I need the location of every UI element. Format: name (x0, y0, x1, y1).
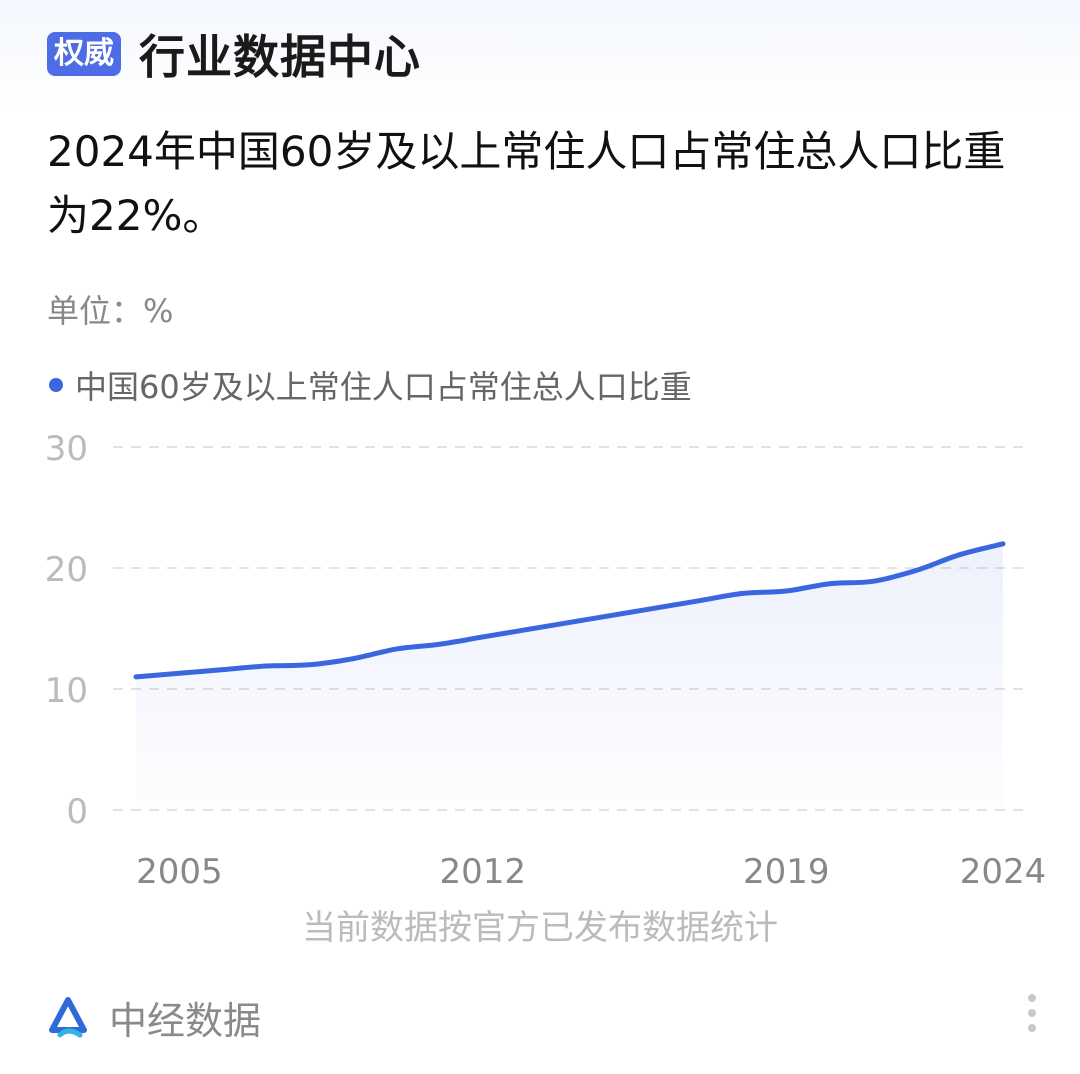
data-point-2021 (870, 578, 876, 584)
x-tick-label: 2005 (136, 852, 223, 892)
data-point-2015 (610, 612, 616, 618)
data-point-2020 (827, 581, 833, 587)
legend-dot-icon (49, 378, 63, 392)
y-tick-label: 10 (45, 671, 88, 711)
zhongjing-logo-icon (49, 996, 87, 1037)
card-title[interactable]: 行业数据中心 (139, 30, 421, 84)
data-point-2018 (740, 590, 746, 596)
data-point-2017 (697, 598, 703, 604)
x-tick-label: 2024 (960, 852, 1047, 892)
brand-name: 中经数据 (109, 999, 262, 1043)
card-header: 权威 行业数据中心 (47, 24, 421, 84)
line-chart[interactable]: 0 10 20 30 2005 2012 2019 2024 (0, 420, 1080, 900)
footer-brand[interactable]: 中经数据 (47, 990, 261, 1045)
data-point-2019 (783, 588, 789, 594)
data-point-2014 (567, 619, 573, 625)
data-point-2022 (913, 567, 919, 573)
data-point-2008 (306, 662, 312, 668)
x-tick-label: 2012 (440, 852, 527, 892)
y-tick-label: 20 (45, 550, 88, 590)
series-line (133, 541, 1006, 680)
headline-text: 2024年中国60岁及以上常住人口占常住总人口比重为22%。 (47, 127, 1006, 240)
footnote-text: 当前数据按官方已发布数据统计 (302, 908, 778, 948)
data-point-2009 (350, 656, 356, 662)
unit-label: 单位：% (47, 292, 174, 330)
chart-legend[interactable]: 中国60岁及以上常住人口占常住总人口比重 (47, 362, 692, 408)
x-tick-label: 2019 (743, 852, 830, 892)
y-tick-label: 0 (66, 792, 88, 832)
data-point-2012 (480, 634, 486, 640)
data-point-2011 (436, 641, 442, 647)
authority-badge: 权威 (47, 32, 121, 76)
series-area (136, 543, 1003, 810)
data-point-2024 (1000, 541, 1006, 547)
data-point-2007 (263, 663, 269, 669)
data-point-2010 (393, 646, 399, 652)
data-point-2005 (176, 670, 182, 676)
data-point-2004 (133, 674, 139, 680)
data-point-2013 (523, 627, 529, 633)
data-point-2023 (957, 552, 963, 558)
y-tick-label: 30 (45, 429, 88, 469)
data-point-2016 (653, 605, 659, 611)
data-point-2006 (220, 667, 226, 673)
more-vertical-icon[interactable] (1028, 994, 1036, 1039)
legend-label: 中国60岁及以上常住人口占常住总人口比重 (75, 368, 692, 406)
